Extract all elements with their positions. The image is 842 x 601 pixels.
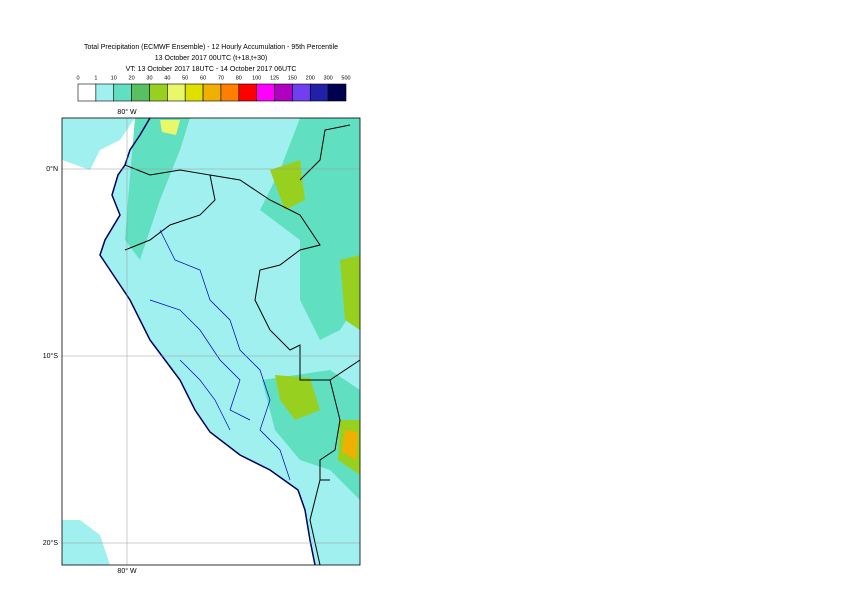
title: Total Precipitation (ECMWF Ensemble) - 1…: [84, 44, 338, 51]
legend-swatch: [167, 83, 186, 102]
lon-label: 80° W: [117, 108, 137, 116]
lon-label: 80° W: [117, 567, 137, 575]
lat-label: 0°N: [46, 165, 58, 173]
legend-swatch: [184, 83, 204, 102]
legend-label: 50: [182, 75, 188, 81]
legend-swatch: [95, 83, 115, 102]
legend-swatch: [220, 83, 240, 102]
map-frame: [61, 117, 361, 566]
legend-label: 1: [94, 75, 97, 81]
legend-label: 100: [252, 75, 261, 81]
legend-swatch: [309, 83, 329, 102]
legend-swatch: [292, 83, 311, 102]
legend-swatch: [274, 83, 293, 102]
legend-swatch: [77, 83, 97, 102]
legend-label: 60: [200, 75, 206, 81]
legend-swatch: [202, 83, 222, 102]
legend-swatch: [238, 83, 257, 102]
lat-label: 10°S: [43, 352, 59, 360]
legend-swatch: [327, 83, 347, 102]
legend-label: 40: [164, 75, 170, 81]
lat-label: 20°S: [43, 539, 59, 547]
map: [62, 118, 360, 565]
legend-swatch: [113, 83, 132, 102]
legend-label: 200: [306, 75, 315, 81]
subtitle: VT: 13 October 2017 18UTC - 14 October 2…: [126, 66, 297, 73]
legend-label: 20: [129, 75, 135, 81]
legend-swatch: [256, 83, 275, 102]
subtitle: 13 October 2017 00UTC (t+18,t+30): [155, 55, 267, 62]
legend: 0 1 10 20 30 40 50 60 70 80 100 125 150 200 300 500: [76, 75, 351, 102]
legend-label: 30: [146, 75, 152, 81]
legend-label: 10: [111, 75, 117, 81]
legend-label: 150: [288, 75, 297, 81]
legend-swatch: [149, 83, 168, 102]
legend-label: 300: [324, 75, 333, 81]
legend-swatch: [131, 83, 150, 102]
legend-label: 80: [236, 75, 242, 81]
legend-label: 125: [270, 75, 279, 81]
legend-label: 500: [341, 75, 350, 81]
legend-label: 0: [76, 75, 79, 81]
legend-label: 70: [218, 75, 224, 81]
